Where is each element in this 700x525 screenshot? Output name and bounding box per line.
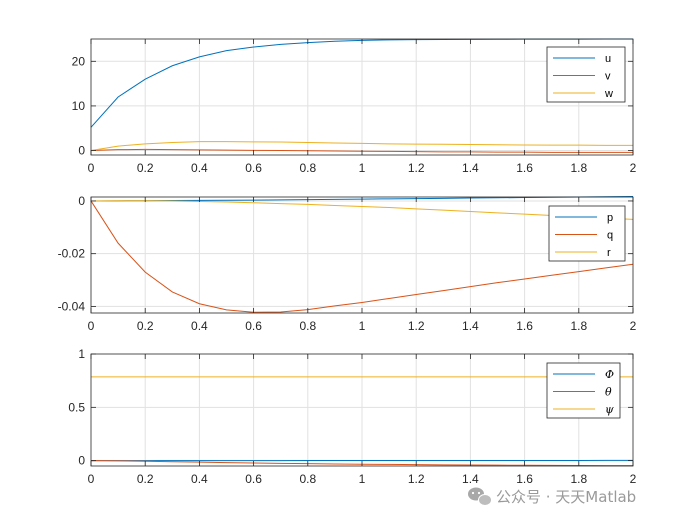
x-tick-label: 1.8 — [570, 161, 587, 175]
x-tick-label: 0.2 — [137, 161, 154, 175]
legend-label-2: θ — [605, 386, 612, 399]
series-line-3 — [90, 200, 634, 220]
y-tick-label: 0 — [78, 144, 85, 158]
x-tick-label: 1.2 — [408, 161, 425, 175]
legend-label-2: q — [607, 230, 613, 242]
x-tick-label: 0.8 — [299, 161, 316, 175]
x-tick-label: 0.2 — [137, 319, 154, 333]
x-tick-label: 1.6 — [516, 472, 533, 486]
x-tick-label: 0.6 — [245, 161, 262, 175]
subplot-2: 0 0.2 0.4 0.6 0.8 1 1.2 1.4 1.6 1.8 2 0 -0.02 -0.04 pq… — [58, 194, 637, 333]
y-tick-label: -0.04 — [58, 299, 86, 313]
x-tick-label: 0.6 — [245, 472, 262, 486]
x-tick-label: 0.8 — [299, 472, 316, 486]
series-line-3 — [90, 141, 633, 152]
x-tick-label: 0.6 — [245, 319, 262, 333]
y-tick-label: 0.5 — [68, 400, 85, 414]
x-tick-label: 1 — [359, 319, 366, 333]
y-tick-label: 0 — [78, 194, 85, 208]
x-tick-label: 1.6 — [516, 161, 533, 175]
x-tick-label: 1.8 — [570, 472, 587, 486]
x-tick-label: 0.4 — [191, 472, 208, 486]
x-tick-label: 1 — [359, 161, 366, 175]
x-tick-label: 1.4 — [462, 319, 479, 333]
legend-box — [548, 205, 626, 262]
x-tick-label: 0.4 — [191, 161, 208, 175]
x-tick-label: 2 — [630, 472, 637, 486]
x-tick-label: 1.8 — [570, 319, 587, 333]
x-tick-label: 2 — [630, 319, 637, 333]
watermark-text: 公众号 · 天天Matlab — [496, 488, 636, 506]
legend-label-3: w — [604, 88, 613, 100]
legend-label-1: p — [607, 212, 613, 224]
x-tick-label: 0.2 — [137, 472, 154, 486]
x-tick-label: 0 — [88, 319, 95, 333]
x-tick-label: 1.2 — [408, 472, 425, 486]
legend-label-3: ψ — [605, 403, 614, 416]
legend: Φθψ — [546, 362, 621, 419]
y-tick-label: 10 — [72, 99, 86, 113]
legend-label-3: r — [607, 247, 611, 259]
legend-label-1: Φ — [605, 368, 614, 381]
legend: pqr — [548, 205, 626, 262]
wechat-icon — [468, 487, 492, 506]
x-tick-label: 0.8 — [299, 319, 316, 333]
subplot-3: 0 0.2 0.4 0.6 0.8 1 1.2 1.4 1.6 1.8 2 0 0.5 1 Φθψ — [68, 347, 636, 486]
watermark: 公众号 · 天天Matlab — [468, 487, 636, 506]
y-tick-label: 1 — [78, 347, 85, 361]
y-tick-label: 0 — [78, 454, 85, 468]
legend-label-1: u — [605, 53, 611, 65]
x-tick-label: 0 — [88, 161, 95, 175]
series-line-2 — [90, 200, 634, 313]
x-tick-label: 1 — [359, 472, 366, 486]
x-tick-label: 0.4 — [191, 319, 208, 333]
x-tick-label: 2 — [630, 161, 637, 175]
x-tick-label: 1.4 — [462, 472, 479, 486]
x-tick-label: 1.4 — [462, 161, 479, 175]
x-tick-label: 0 — [88, 472, 95, 486]
legend-label-2: v — [605, 71, 611, 83]
x-tick-label: 1.6 — [516, 319, 533, 333]
x-tick-label: 1.2 — [408, 319, 425, 333]
y-tick-label: -0.02 — [58, 247, 86, 261]
legend: uvw — [546, 46, 626, 103]
y-tick-label: 20 — [72, 54, 86, 68]
legend-box — [546, 46, 626, 103]
